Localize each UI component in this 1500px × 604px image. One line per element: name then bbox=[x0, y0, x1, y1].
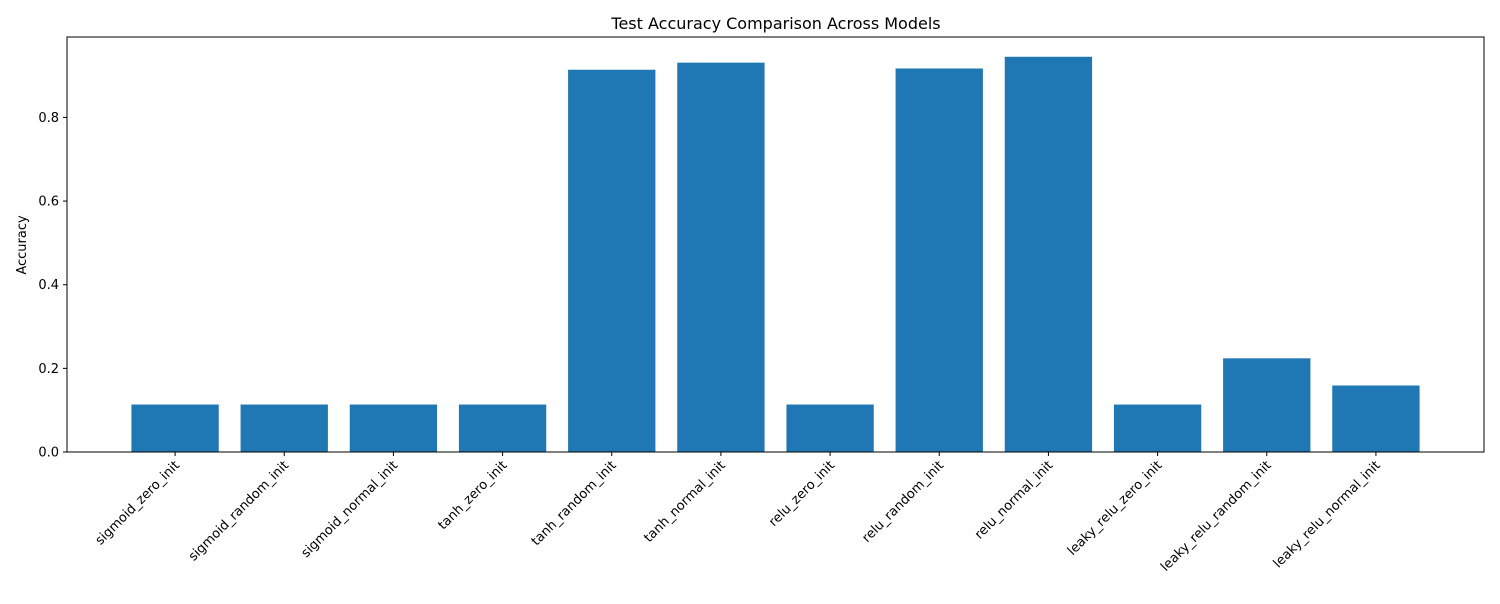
y-tick-label: 0.6 bbox=[38, 195, 59, 210]
y-tick-label: 0.0 bbox=[38, 446, 59, 461]
x-tick-label: sigmoid_zero_init bbox=[93, 458, 183, 548]
y-axis: 0.0 0.2 0.4 0.6 0.8 bbox=[38, 111, 67, 461]
x-tick-label: sigmoid_random_init bbox=[186, 458, 292, 564]
chart-title: Test Accuracy Comparison Across Models bbox=[610, 14, 940, 33]
y-tick-label: 0.4 bbox=[38, 278, 59, 293]
bar-leaky-relu-random-init bbox=[1223, 358, 1311, 452]
x-axis: sigmoid_zero_init sigmoid_random_init sigm… bbox=[93, 452, 1384, 575]
bar-relu-normal-init bbox=[1004, 56, 1093, 452]
bar-relu-zero-init bbox=[786, 404, 874, 452]
bar-sigmoid-normal-init bbox=[349, 404, 438, 452]
bar-tanh-normal-init bbox=[677, 62, 765, 452]
x-tick-label: relu_zero_init bbox=[766, 458, 838, 530]
x-tick-label: tanh_zero_init bbox=[435, 458, 510, 533]
bars-layer bbox=[131, 56, 1420, 453]
bar-sigmoid-random-init bbox=[240, 404, 328, 452]
x-tick-label: leaky_relu_zero_init bbox=[1065, 458, 1166, 559]
y-tick-label: 0.8 bbox=[38, 111, 59, 126]
bar-tanh-zero-init bbox=[458, 404, 547, 452]
bar-leaky-relu-zero-init bbox=[1113, 404, 1202, 452]
y-axis-label: Accuracy bbox=[15, 215, 30, 275]
plot-frame bbox=[66, 36, 1485, 453]
bar-tanh-random-init bbox=[568, 69, 656, 452]
bar-sigmoid-zero-init bbox=[131, 404, 219, 452]
x-tick-label: tanh_random_init bbox=[529, 458, 620, 549]
x-tick-label: relu_normal_init bbox=[972, 458, 1056, 542]
y-tick-label: 0.2 bbox=[38, 362, 59, 377]
bar-relu-random-init bbox=[895, 68, 983, 453]
x-tick-label: tanh_normal_init bbox=[641, 458, 728, 545]
x-tick-label: relu_random_init bbox=[859, 458, 947, 546]
bar-leaky-relu-normal-init bbox=[1332, 385, 1420, 452]
x-tick-label: leaky_relu_normal_init bbox=[1271, 458, 1384, 571]
x-tick-label: sigmoid_normal_init bbox=[299, 458, 402, 561]
x-tick-label: leaky_relu_random_init bbox=[1158, 458, 1274, 574]
